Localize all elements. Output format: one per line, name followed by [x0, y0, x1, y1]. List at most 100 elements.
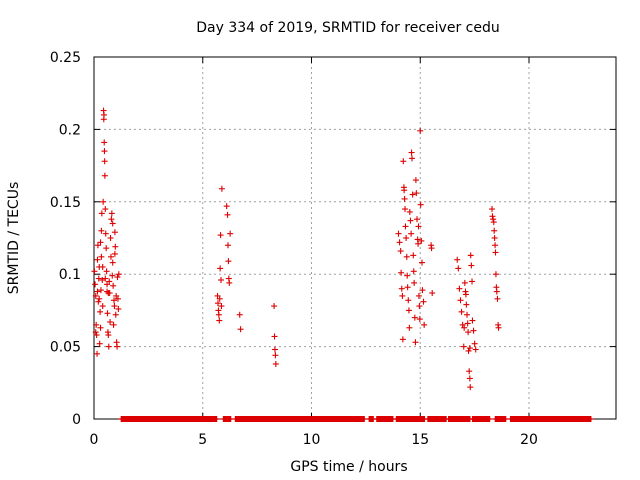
data-point — [400, 158, 407, 165]
data-point — [99, 263, 106, 270]
data-point — [410, 252, 417, 259]
data-point — [101, 172, 108, 179]
axis-ticks — [93, 56, 616, 420]
data-point — [272, 352, 279, 359]
data-point — [227, 230, 234, 237]
data-point — [99, 276, 106, 283]
data-point — [468, 262, 475, 269]
data-point — [103, 245, 110, 252]
data-point — [104, 288, 111, 295]
data-point — [465, 347, 472, 354]
data-point — [495, 324, 502, 331]
data-point — [408, 155, 415, 162]
data-point — [403, 253, 410, 260]
data-point — [458, 308, 465, 315]
data-point — [456, 285, 463, 292]
data-point — [111, 250, 118, 257]
data-point — [224, 211, 231, 218]
data-point — [217, 232, 224, 239]
data-point — [101, 148, 108, 155]
data-point — [214, 300, 221, 307]
data-point — [457, 297, 464, 304]
data-point — [112, 243, 119, 250]
plot-frame — [93, 56, 617, 420]
data-point — [98, 210, 105, 217]
data-point — [94, 256, 101, 263]
data-point — [114, 274, 121, 281]
data-point — [237, 326, 244, 333]
data-point — [104, 281, 111, 288]
data-point — [92, 329, 99, 336]
data-point — [489, 213, 496, 220]
data-point — [415, 223, 422, 230]
data-point — [111, 297, 118, 304]
x-tick-label: 20 — [520, 432, 538, 448]
data-point — [415, 240, 422, 247]
data-point — [404, 272, 411, 279]
y-tick-label: 0.25 — [50, 50, 81, 66]
data-point — [215, 311, 222, 318]
y-tick-label: 0.1 — [59, 267, 81, 283]
data-point — [102, 206, 109, 213]
data-point — [102, 275, 109, 282]
data-point — [395, 230, 402, 237]
data-point — [467, 384, 474, 391]
data-point — [401, 195, 408, 202]
data-point — [397, 248, 404, 255]
data-point — [108, 216, 115, 223]
data-point — [109, 259, 116, 266]
data-point — [398, 269, 405, 276]
data-point — [416, 316, 423, 323]
data-point — [218, 185, 225, 192]
data-point — [491, 235, 498, 241]
data-point — [92, 281, 99, 288]
data-point — [486, 416, 493, 422]
data-point — [466, 375, 473, 382]
data-point — [225, 258, 232, 265]
data-point — [464, 311, 471, 318]
data-point — [95, 298, 102, 305]
x-tick-label: 0 — [90, 432, 99, 448]
data-point — [411, 314, 418, 321]
y-tick-label: 0.05 — [50, 340, 81, 356]
data-point — [97, 324, 104, 331]
data-point — [96, 295, 103, 302]
data-point — [97, 308, 104, 315]
data-point — [110, 321, 117, 328]
data-point — [417, 201, 424, 208]
data-point — [105, 343, 112, 350]
data-point — [459, 321, 466, 328]
data-point — [409, 191, 416, 198]
data-point — [271, 303, 278, 310]
data-point — [461, 324, 468, 331]
data-point — [107, 235, 114, 241]
data-point — [411, 279, 418, 286]
data-point — [100, 198, 107, 205]
data-point — [105, 332, 112, 339]
data-point — [399, 336, 406, 343]
data-point — [401, 187, 408, 194]
data-point — [99, 303, 106, 310]
data-point — [467, 252, 474, 259]
data-point — [108, 210, 115, 217]
y-axis-label: SRMTID / TECUs — [6, 182, 22, 295]
data-point — [93, 321, 100, 328]
data-point — [112, 311, 119, 318]
data-point — [464, 320, 471, 327]
data-point — [96, 340, 103, 347]
data-point — [418, 237, 425, 244]
data-point — [454, 256, 461, 263]
data-point — [460, 343, 467, 350]
data-point — [101, 111, 108, 118]
data-point — [461, 279, 468, 286]
data-point — [101, 139, 108, 146]
tick-labels: 0 5 10 15 20 0 0.05 0.1 0.15 0.2 0.25 — [50, 50, 538, 448]
data-point — [419, 287, 426, 294]
data-point — [413, 190, 420, 197]
data-point — [493, 288, 500, 295]
data-point — [407, 217, 414, 224]
data-point — [107, 253, 114, 260]
data-point — [406, 208, 413, 215]
data-point — [97, 287, 104, 294]
data-point — [115, 305, 122, 312]
